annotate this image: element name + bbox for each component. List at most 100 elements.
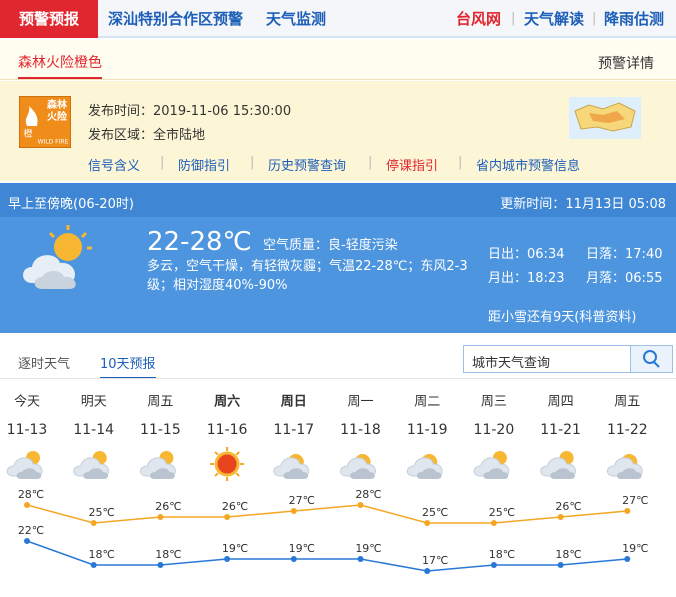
value: 全市陆地	[153, 128, 206, 143]
low-label: 19℃	[622, 542, 648, 555]
cloud	[83, 468, 109, 479]
high-label: 26℃	[555, 500, 581, 513]
value: 06:34	[527, 247, 565, 262]
today-panel: 早上至傍晚(06-20时) 更新时间：11月13日 05:08 22-28℃ 空…	[0, 183, 676, 333]
map-thumbnail[interactable]	[569, 97, 641, 139]
sunrise: 日出：06:34	[488, 243, 564, 262]
weather-icon	[210, 447, 245, 481]
update-time: 更新时间：11月13日 05:08	[500, 193, 666, 212]
low-point	[24, 538, 30, 544]
day-name: 今天	[14, 394, 40, 410]
high-point	[24, 502, 30, 508]
high-label: 25℃	[89, 506, 115, 519]
day-name: 周一	[347, 395, 373, 410]
label: 发布区域：	[88, 128, 154, 143]
warning-links: 信号含义 | 防御指引 | 历史预警查询 | 停课指引 | 省内城市预警信息	[0, 155, 676, 175]
low-line	[26, 540, 628, 572]
icon-text: 森林	[46, 98, 68, 111]
divider	[0, 378, 676, 379]
cloud	[350, 468, 375, 479]
label: 月出：	[488, 271, 528, 286]
day-date: 11-21	[540, 422, 581, 438]
value: 18:23	[527, 271, 565, 286]
moonrise: 月出：18:23	[488, 267, 564, 286]
warning-link[interactable]: 历史预警查询	[268, 159, 347, 174]
detail-link[interactable]: 预警详情	[598, 56, 654, 72]
label: 日出：	[488, 247, 528, 262]
warning-header	[0, 40, 676, 80]
today-strip	[0, 183, 676, 217]
cloud	[16, 468, 42, 479]
high-point	[490, 520, 497, 526]
label: 空气质量：	[263, 238, 329, 253]
sun-ray	[214, 451, 219, 456]
low-label: 18℃	[155, 548, 181, 561]
search-button[interactable]	[630, 345, 673, 373]
high-point	[290, 508, 297, 514]
warning-link[interactable]: 省内城市预警信息	[476, 159, 581, 174]
warning-link[interactable]: 防御指引	[178, 159, 231, 174]
forecast-chart: 今天 11-13 明天 11-14 周五 11-15 周六 11-16 周日 11-17 周一 11-…	[6, 394, 648, 574]
separator: |	[368, 155, 373, 170]
separator: |	[592, 11, 597, 26]
high-point	[624, 508, 631, 514]
low-point	[224, 556, 231, 562]
high-label: 26℃	[222, 500, 248, 513]
label: 发布时间：	[88, 104, 154, 119]
warning-link[interactable]: 信号含义	[88, 159, 141, 174]
low-label: 18℃	[555, 548, 581, 561]
nav-tab[interactable]: 预警预报	[0, 0, 98, 38]
label: 日落：	[586, 247, 626, 262]
high-label: 25℃	[422, 506, 448, 519]
nav-link[interactable]: 台风网	[456, 10, 502, 28]
icon-text: 火险	[47, 110, 68, 123]
value: 11月13日 05:08	[565, 197, 666, 212]
low-label: 18℃	[89, 548, 115, 561]
weather-icon	[6, 451, 43, 479]
weather-icon	[140, 451, 176, 479]
high-label: 28℃	[355, 488, 381, 501]
label: 更新时间：	[500, 197, 566, 212]
high-point	[157, 514, 164, 520]
weather-icon	[606, 454, 643, 479]
high-label: 28℃	[18, 488, 44, 501]
weather-icon	[73, 451, 110, 479]
day-date: 11-20	[474, 422, 515, 438]
description: 多云，空气干燥，有轻微灰霾；气温22-28℃；东风2-3级；相对湿度40%-90…	[147, 259, 468, 293]
warning-icon: 森林 火险 橙 WILD FIRE	[19, 96, 71, 148]
low-label: 18℃	[489, 548, 515, 561]
period: 早上至傍晚(06-20时)	[8, 197, 134, 212]
nav-link[interactable]: 天气解读	[524, 10, 585, 28]
day-name: 周三	[481, 395, 507, 410]
nav-tab[interactable]: 深汕特别合作区预警	[108, 10, 244, 28]
low-label: 19℃	[355, 542, 381, 555]
high-point	[357, 502, 364, 508]
low-point	[557, 562, 564, 568]
weather-icon	[273, 454, 310, 479]
low-point	[424, 568, 431, 574]
temperature: 22-28℃	[147, 227, 252, 257]
cloud	[550, 468, 575, 479]
warning-title[interactable]: 森林火险橙色	[18, 52, 102, 79]
high-point	[424, 520, 431, 526]
icon-text: WILD FIRE	[38, 139, 69, 146]
separator: |	[458, 155, 463, 170]
low-point	[624, 556, 631, 562]
low-point	[157, 562, 164, 568]
nav-link[interactable]: 降雨估测	[604, 10, 665, 28]
cloud	[483, 468, 509, 479]
day-date: 11-15	[140, 422, 181, 438]
solar-term[interactable]: 距小雪还有9天(科普资料)	[488, 310, 637, 325]
search-input[interactable]: 城市天气查询	[463, 345, 631, 373]
cloud	[416, 468, 442, 479]
day-name: 周日	[281, 395, 307, 410]
sunset: 日落：17:40	[586, 243, 662, 262]
tab-active[interactable]: 10天预报	[100, 353, 156, 379]
nav-tab[interactable]: 天气监测	[266, 10, 327, 28]
value: 良-轻度污染	[328, 238, 398, 253]
warning-link[interactable]: 停课指引	[386, 159, 439, 174]
sun-ray	[235, 451, 240, 456]
tab[interactable]: 逐时天气	[18, 357, 71, 372]
day-date: 11-13	[7, 422, 48, 438]
